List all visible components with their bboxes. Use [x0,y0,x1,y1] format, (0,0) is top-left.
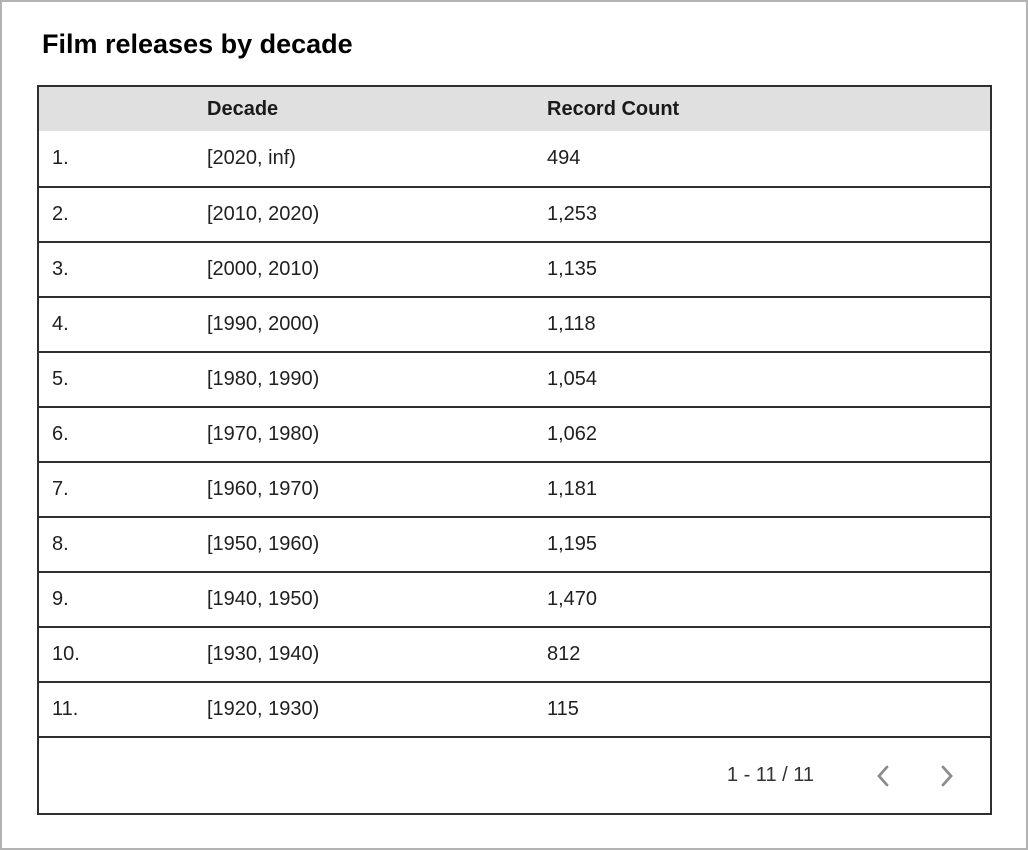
decade-cell: [1920, 1930) [207,698,320,720]
pagination-range: 1 - 11 / 11 [726,764,814,786]
decade-cell: [2020, inf) [207,147,296,169]
row-number-cell: 8. [52,533,69,555]
table-header-row: Decade Record Count [39,87,990,131]
previous-page-button[interactable] [862,754,906,798]
table-row: 8. [1950, 1960) 1,195 [39,516,990,571]
record-count-cell: 1,135 [547,258,598,280]
row-number-cell: 9. [52,588,69,610]
next-page-button[interactable] [924,754,968,798]
record-count-cell: 1,062 [547,423,598,445]
row-number-cell: 5. [52,368,69,390]
row-number-cell: 3. [52,258,69,280]
record-count-cell: 1,253 [547,203,598,225]
chevron-right-icon [933,763,959,789]
table-row: 7. [1960, 1970) 1,181 [39,461,990,516]
record-count-cell: 494 [547,147,581,169]
decade-cell: [1990, 2000) [207,313,320,335]
decade-cell: [2010, 2020) [207,203,320,225]
table-row: 11. [1920, 1930) 115 [39,681,990,736]
decade-cell: [1960, 1970) [207,478,320,500]
film-releases-table: Decade Record Count 1. [2020, inf) 494 2… [37,85,992,815]
row-number-cell: 4. [52,313,69,335]
row-number-cell: 7. [52,478,69,500]
table-row: 3. [2000, 2010) 1,135 [39,241,990,296]
table-footer: 1 - 11 / 11 [39,736,990,813]
table-row: 2. [2010, 2020) 1,253 [39,186,990,241]
decade-cell: [1950, 1960) [207,533,320,555]
table-row: 9. [1940, 1950) 1,470 [39,571,990,626]
record-count-cell: 1,054 [547,368,598,390]
table-row: 4. [1990, 2000) 1,118 [39,296,990,351]
table-row: 1. [2020, inf) 494 [39,131,990,186]
record-count-cell: 115 [547,698,579,720]
row-number-cell: 10. [52,643,80,665]
row-number-cell: 1. [52,147,69,169]
record-count-cell: 1,118 [547,313,596,335]
header-cell-record-count[interactable]: Record Count [547,97,680,120]
row-number-cell: 6. [52,423,69,445]
page-title: Film releases by decade [42,29,353,59]
row-number-cell: 2. [52,203,69,225]
record-count-cell: 1,181 [547,478,598,500]
record-count-cell: 812 [547,643,581,665]
table-row: 10. [1930, 1940) 812 [39,626,990,681]
chevron-left-icon [871,763,897,789]
decade-cell: [1970, 1980) [207,423,320,445]
record-count-cell: 1,195 [547,533,598,555]
decade-cell: [2000, 2010) [207,258,320,280]
decade-cell: [1980, 1990) [207,368,320,390]
header-cell-decade[interactable]: Decade [207,97,279,120]
row-number-cell: 11. [52,698,79,720]
record-count-cell: 1,470 [547,588,598,610]
decade-cell: [1930, 1940) [207,643,320,665]
table-row: 5. [1980, 1990) 1,054 [39,351,990,406]
table-row: 6. [1970, 1980) 1,062 [39,406,990,461]
decade-cell: [1940, 1950) [207,588,320,610]
